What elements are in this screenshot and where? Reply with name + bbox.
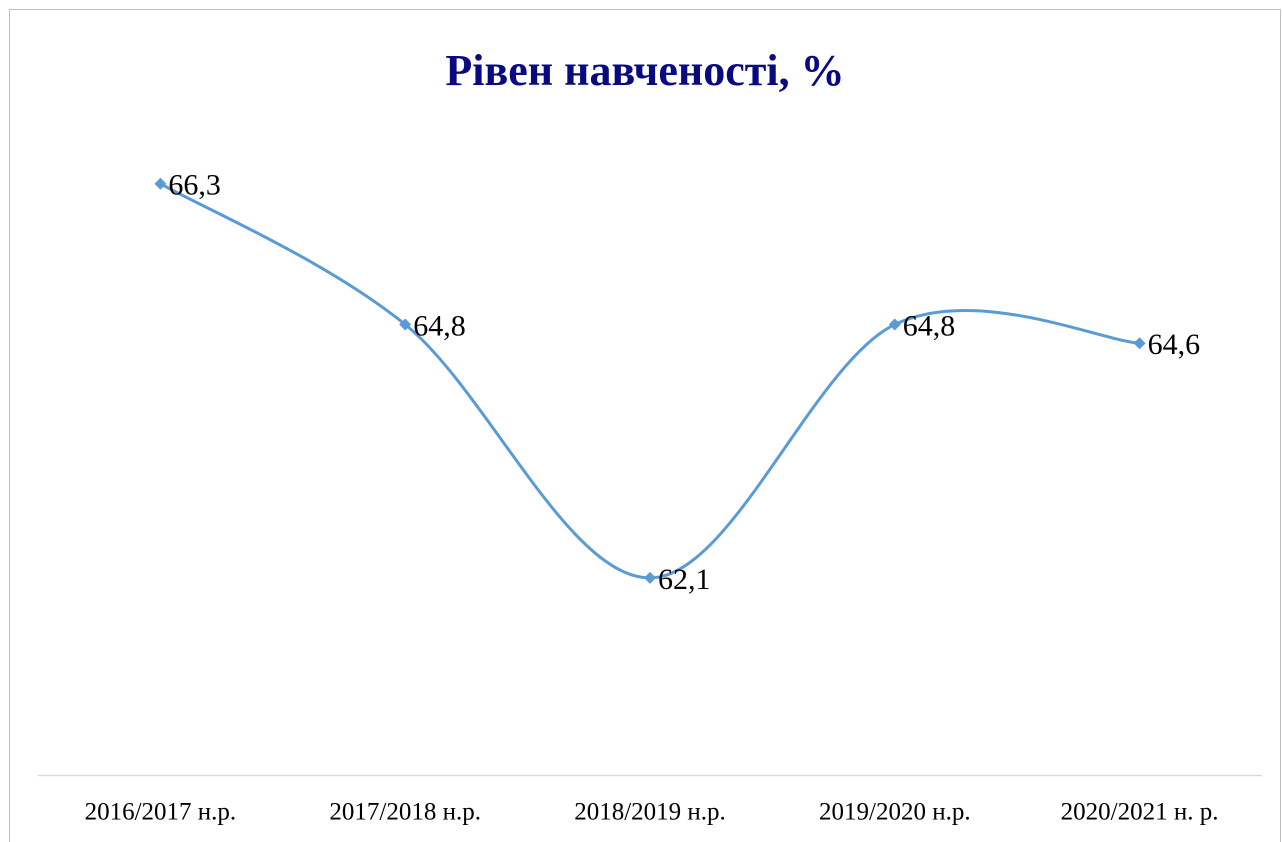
marker — [399, 318, 412, 331]
x-tick-label: 2019/2020 н.р. — [819, 799, 971, 826]
marker — [888, 318, 901, 331]
data-label: 66,3 — [168, 169, 221, 202]
data-label: 64,8 — [413, 309, 466, 342]
marker — [154, 177, 167, 190]
x-tick-label: 2016/2017 н.р. — [85, 799, 237, 826]
chart-frame — [9, 9, 1281, 842]
marker — [1133, 337, 1146, 350]
x-tick-label: 2018/2019 н.р. — [574, 799, 726, 826]
marker — [644, 571, 656, 584]
chart-title: Рівен навченості, % — [445, 46, 844, 95]
x-tick-label: 2020/2021 н. р. — [1061, 799, 1219, 826]
x-tick-label: 2017/2018 н.р. — [329, 799, 481, 826]
data-label: 64,8 — [903, 309, 956, 342]
data-label: 62,1 — [658, 563, 711, 596]
data-label: 64,6 — [1148, 328, 1201, 361]
